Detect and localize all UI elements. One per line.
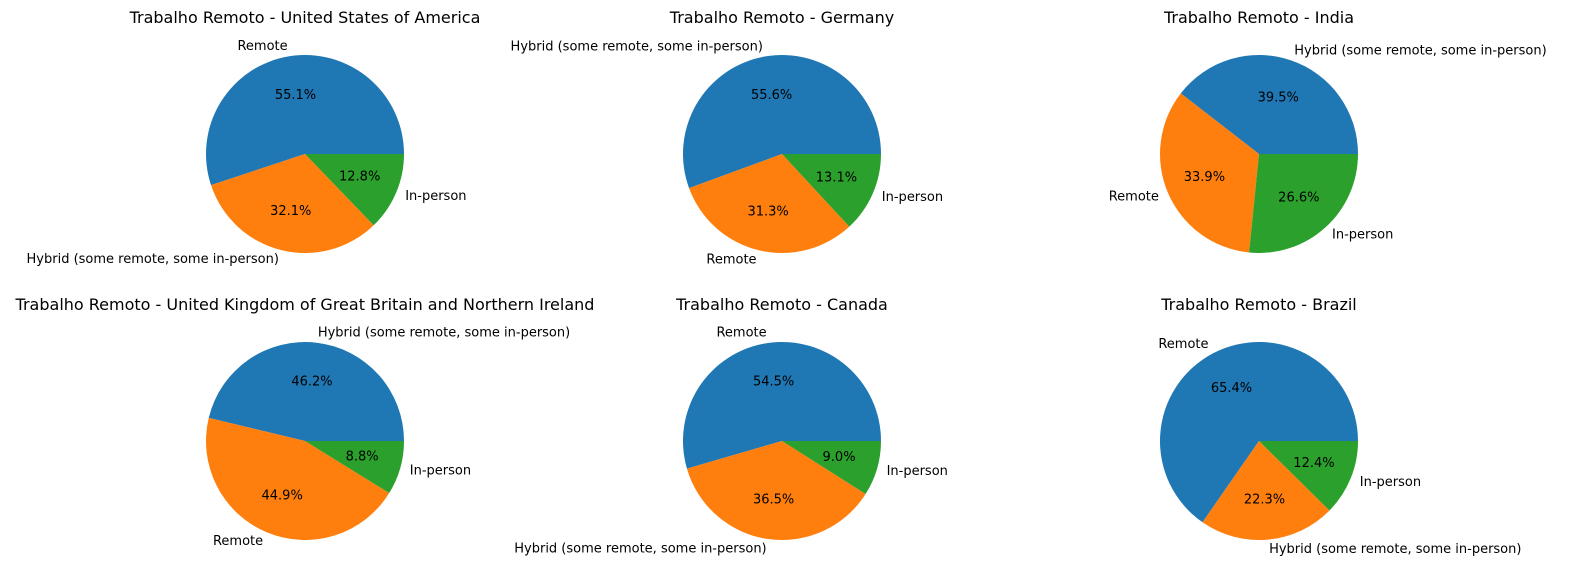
pie-slice-india-hybrid-some-remote-some-in-person <box>1180 55 1358 154</box>
pie-pct-label-india-in-person: 26.6% <box>1278 191 1319 206</box>
pie-title-germany: Trabalho Remoto - Germany <box>669 8 894 27</box>
pie-pct-label-brazil-hybrid-some-remote-some-in-person: 22.3% <box>1244 493 1285 508</box>
pie-pct-label-usa-in-person: 12.8% <box>339 170 380 185</box>
pie-category-label-brazil-in-person: In-person <box>1360 475 1421 490</box>
pie-pct-label-germany-in-person: 13.1% <box>816 170 857 185</box>
pie-slice-germany-hybrid-some-remote-some-in-person <box>682 54 881 189</box>
pie-panel-canada: 54.5% Remote 36.5% Hybrid (some remote, som… <box>514 295 948 556</box>
pie-pct-label-canada-in-person: 9.0% <box>823 450 856 465</box>
pie-slice-brazil-remote <box>1159 342 1358 523</box>
pie-slice-germany-in-person <box>782 154 881 227</box>
pie-pct-label-uk-remote: 44.9% <box>262 488 303 503</box>
pie-category-label-uk-hybrid-some-remote-some-in-person: Hybrid (some remote, some in-person) <box>318 325 570 340</box>
pie-category-label-canada-remote: Remote <box>716 326 766 341</box>
pie-category-label-usa-in-person: In-person <box>405 189 466 204</box>
pie-pct-label-usa-remote: 55.1% <box>275 88 316 103</box>
pie-category-label-canada-hybrid-some-remote-some-in-person: Hybrid (some remote, some in-person) <box>514 541 766 556</box>
pie-slice-usa-hybrid-some-remote-some-in-person <box>211 154 374 254</box>
pie-panel-germany: 55.6% Hybrid (some remote, some in-person… <box>511 8 944 267</box>
pie-slice-canada-in-person <box>782 441 881 495</box>
pie-title-uk: Trabalho Remoto - United Kingdom of Grea… <box>15 295 595 314</box>
pie-title-brazil: Trabalho Remoto - Brazil <box>1160 295 1357 314</box>
pie-pct-label-usa-hybrid-some-remote-some-in-person: 32.1% <box>270 204 311 219</box>
pie-title-canada: Trabalho Remoto - Canada <box>675 295 888 314</box>
pie-category-label-germany-remote: Remote <box>706 252 756 267</box>
pie-pct-label-uk-hybrid-some-remote-some-in-person: 46.2% <box>291 375 332 390</box>
pie-slice-uk-hybrid-some-remote-some-in-person <box>208 342 404 441</box>
pie-pct-label-india-hybrid-some-remote-some-in-person: 39.5% <box>1258 90 1299 105</box>
pie-category-label-brazil-hybrid-some-remote-some-in-person: Hybrid (some remote, some in-person) <box>1269 542 1521 557</box>
pie-slice-brazil-in-person <box>1259 441 1358 511</box>
pie-category-label-germany-in-person: In-person <box>882 190 943 205</box>
pie-category-label-brazil-remote: Remote <box>1158 337 1208 352</box>
pie-panel-uk: 46.2% Hybrid (some remote, some in-person… <box>15 295 595 549</box>
pie-pct-label-brazil-in-person: 12.4% <box>1293 456 1334 471</box>
pie-pct-label-canada-remote: 54.5% <box>753 375 794 390</box>
pie-category-label-usa-hybrid-some-remote-some-in-person: Hybrid (some remote, some in-person) <box>27 252 279 267</box>
pie-slice-india-in-person <box>1249 154 1358 253</box>
pie-panel-india: 39.5% Hybrid (some remote, some in-person… <box>1109 8 1547 253</box>
pie-title-usa: Trabalho Remoto - United States of Ameri… <box>129 8 481 27</box>
pie-pct-label-germany-hybrid-some-remote-some-in-person: 55.6% <box>751 88 792 103</box>
pie-panel-usa: 55.1% Remote 32.1% Hybrid (some remote, som… <box>27 8 481 267</box>
pie-slice-uk-remote <box>206 417 390 541</box>
pie-pct-label-uk-in-person: 8.8% <box>346 450 379 465</box>
pie-slice-canada-remote <box>682 342 881 469</box>
pie-slice-usa-remote <box>205 55 404 186</box>
pie-category-label-uk-in-person: In-person <box>410 463 471 478</box>
pie-pct-label-india-remote: 33.9% <box>1184 170 1225 185</box>
pie-panel-brazil: 65.4% Remote 22.3% Hybrid (some remote, som… <box>1158 295 1521 557</box>
pie-slice-germany-remote <box>689 154 850 253</box>
pie-category-label-india-remote: Remote <box>1109 189 1159 204</box>
pie-slice-india-remote <box>1160 93 1259 253</box>
pie-slice-brazil-hybrid-some-remote-some-in-person <box>1202 441 1330 540</box>
pie-category-label-canada-in-person: In-person <box>887 464 948 479</box>
pie-category-label-india-hybrid-some-remote-some-in-person: Hybrid (some remote, some in-person) <box>1294 43 1546 58</box>
pie-pct-label-brazil-remote: 65.4% <box>1211 381 1252 396</box>
pie-category-label-india-in-person: In-person <box>1332 227 1393 242</box>
pie-title-india: Trabalho Remoto - India <box>1163 8 1354 27</box>
pie-pct-label-canada-hybrid-some-remote-some-in-person: 36.5% <box>753 492 794 507</box>
pie-category-label-uk-remote: Remote <box>213 534 263 549</box>
pie-category-label-germany-hybrid-some-remote-some-in-person: Hybrid (some remote, some in-person) <box>511 39 763 54</box>
pie-category-label-usa-remote: Remote <box>237 39 287 54</box>
pie-pct-label-germany-remote: 31.3% <box>747 204 788 219</box>
pie-slice-canada-hybrid-some-remote-some-in-person <box>686 441 866 541</box>
pie-slice-uk-in-person <box>305 441 404 494</box>
pie-slice-usa-in-person <box>305 154 404 226</box>
